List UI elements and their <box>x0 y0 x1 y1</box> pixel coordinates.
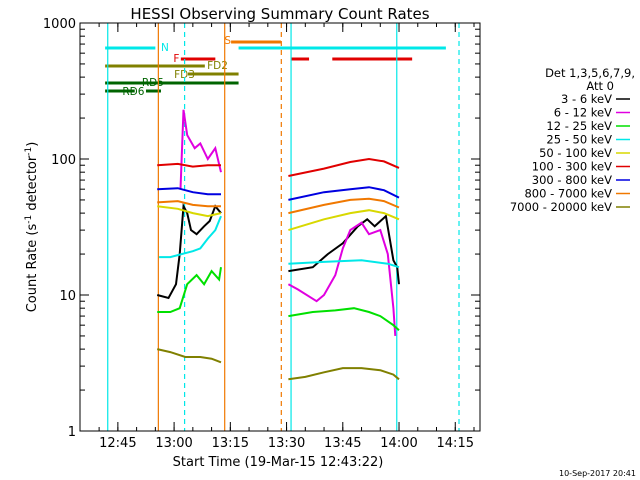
x-tick-label: 12:45 <box>99 436 136 451</box>
flag-label-rd6: RD6 <box>122 86 144 98</box>
flag-label-f: F <box>173 53 179 65</box>
y-tick-label: 1000 <box>43 17 76 32</box>
legend-entry-label: 300 - 800 keV <box>532 173 612 187</box>
series-line <box>157 205 222 218</box>
series-line <box>157 200 221 208</box>
series-line <box>157 267 222 313</box>
timestamp: 10-Sep-2017 20:41 <box>559 469 636 478</box>
x-tick-label: 13:15 <box>212 436 249 451</box>
plot-frame <box>79 22 481 432</box>
y-tick-label: 100 <box>51 153 76 168</box>
legend-entry-label: 12 - 25 keV <box>546 119 612 133</box>
series-line <box>156 348 222 364</box>
y-axis: 1 10 100 1000 <box>43 17 480 440</box>
series-line <box>288 307 400 332</box>
series-line <box>288 259 400 269</box>
vertical-markers <box>107 23 460 431</box>
series-line <box>288 367 400 381</box>
flag-label-s: S <box>224 35 231 47</box>
series-line <box>288 197 400 215</box>
legend-entry-label: 7000 - 20000 keV <box>510 200 612 214</box>
series-line <box>179 109 222 190</box>
legend-entry-label: 800 - 7000 keV <box>524 187 612 201</box>
legend-header-attenuator: Att 0 <box>586 79 614 93</box>
flag-label-n: N <box>161 42 169 54</box>
legend-entry-label: 6 - 12 keV <box>554 106 612 120</box>
chart-title: HESSI Observing Summary Count Rates <box>130 5 429 23</box>
x-tick-label: 13:00 <box>155 436 192 451</box>
legend-header-detectors: Det 1,3,5,6,7,9, <box>545 66 635 80</box>
data-series <box>156 109 400 381</box>
legend-entry-label: 3 - 6 keV <box>561 92 612 106</box>
x-axis-label: Start Time (19-Mar-15 12:43:22) <box>173 455 384 470</box>
x-tick-label: 14:15 <box>437 436 474 451</box>
x-tick-label: 14:00 <box>380 436 417 451</box>
legend-entry-label: 100 - 300 keV <box>532 160 612 174</box>
y-tick-label: 10 <box>59 289 76 304</box>
series-line <box>288 157 400 177</box>
y-tick-label: 1 <box>68 425 76 440</box>
flag-label-fd3: FD3 <box>174 69 195 81</box>
series-line <box>157 187 221 196</box>
series-line <box>159 215 222 259</box>
series-line <box>157 162 221 168</box>
series-line <box>156 202 222 300</box>
flag-label-rd5: RD5 <box>142 77 164 89</box>
series-line <box>288 214 400 285</box>
x-tick-label: 13:45 <box>324 436 361 451</box>
legend-entry-label: 50 - 100 keV <box>539 146 612 160</box>
series-line <box>288 186 400 201</box>
x-axis: 12:45 13:00 13:15 13:30 13:45 14:00 14:15 <box>98 23 475 451</box>
series-line <box>288 209 400 232</box>
legend-entry-label: 25 - 50 keV <box>546 133 612 147</box>
series-line <box>287 221 397 336</box>
x-tick-label: 13:30 <box>268 436 305 451</box>
y-axis-label: Count Rate (s-1 detector-1) <box>24 142 40 313</box>
flag-label-fd2: FD2 <box>207 60 228 72</box>
